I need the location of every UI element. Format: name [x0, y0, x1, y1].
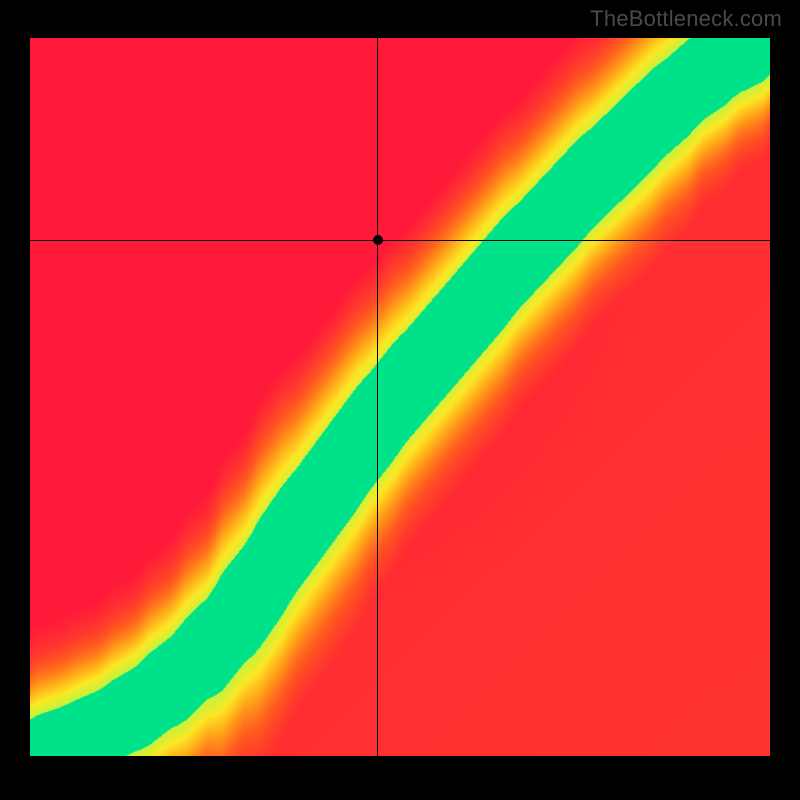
crosshair-vertical [377, 38, 378, 756]
selection-marker [373, 235, 383, 245]
bottleneck-heatmap-plot [30, 38, 770, 756]
crosshair-horizontal [30, 240, 770, 241]
watermark-text: TheBottleneck.com [590, 6, 782, 32]
heatmap-canvas [30, 38, 770, 756]
